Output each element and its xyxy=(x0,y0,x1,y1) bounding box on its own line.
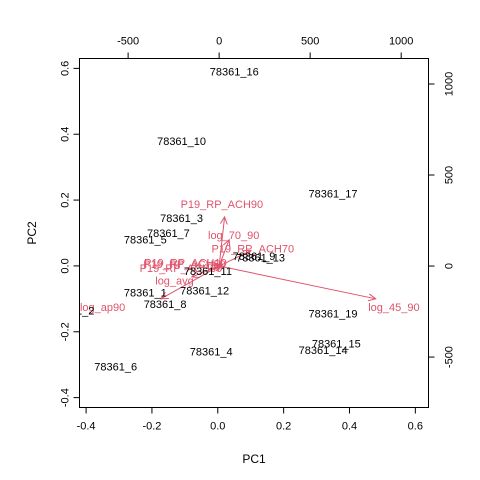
loading-arrow xyxy=(218,239,230,267)
loading-arrow xyxy=(218,250,252,267)
loading-arrow-head xyxy=(367,293,377,302)
score-label: 78361_17 xyxy=(309,188,358,200)
y-tick-label: -0.2 xyxy=(60,322,72,341)
x-tick-label: 0.6 xyxy=(408,421,423,433)
score-label: 78361_5 xyxy=(124,235,167,247)
y-axis-title: PC2 xyxy=(25,221,39,245)
loading-label: log_avg xyxy=(155,276,194,288)
loading-arrow xyxy=(218,216,226,267)
top-tick-label: 0 xyxy=(216,36,222,48)
x-axis-title: PC1 xyxy=(242,452,266,466)
loading-arrow-head xyxy=(190,270,200,279)
x-tick-label: 0.2 xyxy=(276,421,291,433)
x-tick-label: 0.0 xyxy=(210,421,225,433)
score-label: 78361_9 xyxy=(233,251,276,263)
loading-arrow-head xyxy=(222,238,231,248)
y-tick-label: 0.0 xyxy=(60,258,72,273)
score-label: 78361_12 xyxy=(180,286,229,298)
y-tick-label: -0.4 xyxy=(60,388,72,407)
loading-arrow xyxy=(219,265,376,300)
loading-vectors: P19_RP_ACH90log_70_90P19_RP_ACH70P19_RP_… xyxy=(80,199,420,314)
loading-label: P19_RP_ACH30 xyxy=(140,263,223,275)
loading-arrow-head xyxy=(242,250,253,258)
score-label: 78361_8 xyxy=(144,299,187,311)
score-label: 78361_10 xyxy=(157,136,206,148)
right-tick-label: 0 xyxy=(444,263,456,269)
top-tick-label: -500 xyxy=(117,36,139,48)
score-label: 78361_1 xyxy=(124,287,167,299)
score-label: 78361_2 xyxy=(52,305,95,317)
top-tick-label: 1000 xyxy=(389,36,413,48)
top-tick-label: 500 xyxy=(301,36,319,48)
y-tick-label: 0.4 xyxy=(60,127,72,142)
loading-arrow-head xyxy=(213,263,223,272)
loading-label: log_45_90 xyxy=(368,302,419,314)
loading-label: P19_RP_ACH50 xyxy=(143,259,226,271)
score-label: 78361_13 xyxy=(236,253,285,265)
plot-frame xyxy=(79,58,429,408)
right-tick-label: -500 xyxy=(444,346,456,368)
score-label: 78361_3 xyxy=(160,213,203,225)
score-label: 78361_11 xyxy=(184,266,232,278)
score-label: 78361_7 xyxy=(147,228,190,240)
score-label: 78361_15 xyxy=(312,338,361,350)
loading-label: P19_RP_ACH70 xyxy=(212,244,295,256)
loading-arrow-head xyxy=(159,291,169,300)
loading-label: log_ap90 xyxy=(80,302,125,314)
right-tick-label: 500 xyxy=(444,166,456,184)
y-tick-label: 0.6 xyxy=(60,61,72,76)
score-label: 78361_14 xyxy=(299,345,348,357)
y-tick-label: 0.2 xyxy=(60,192,72,207)
x-tick-label: -0.2 xyxy=(142,421,161,433)
loading-label: log_70_90 xyxy=(208,230,259,242)
score-label: 78361_4 xyxy=(190,347,233,359)
loading-arrow xyxy=(160,265,220,300)
x-tick-label: -0.4 xyxy=(77,421,96,433)
score-label: 78361_16 xyxy=(210,67,259,79)
loading-label: P19_RP_ACH10 xyxy=(144,257,227,269)
loading-arrow-head xyxy=(219,215,228,225)
score-label: 78361_6 xyxy=(94,361,137,373)
score-label: 78361_19 xyxy=(309,309,358,321)
right-tick-label: 1000 xyxy=(444,72,456,96)
loading-label: P19_RP_ACH90 xyxy=(181,199,264,211)
x-tick-label: 0.4 xyxy=(342,421,357,433)
axes: -0.4 -0.2 0.0 0.2 0.4 0.6 -0.4 -0.2 0.0 0.2 0.4 0.6… xyxy=(60,36,456,433)
score-labels: 78361_1678361_1078361_1778361_378361_778… xyxy=(52,67,361,374)
loading-arrow xyxy=(191,265,220,278)
